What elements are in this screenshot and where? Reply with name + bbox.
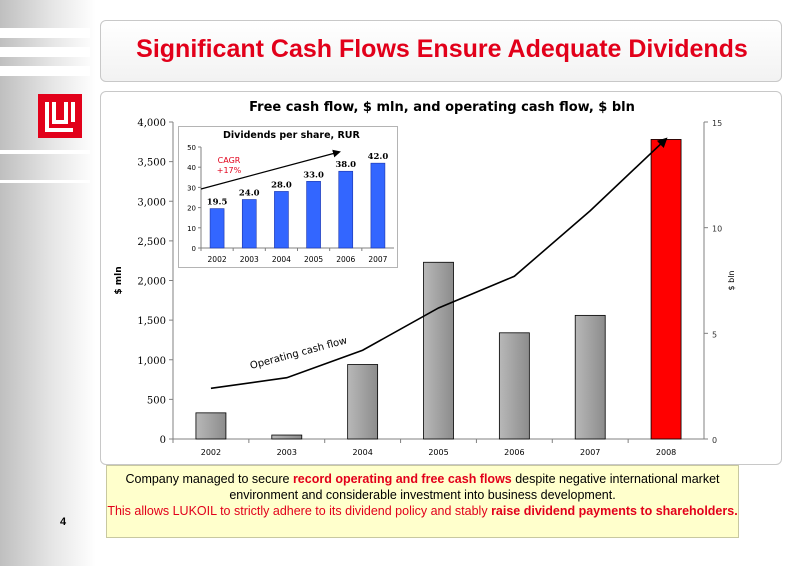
fcf-bar	[347, 364, 379, 440]
operating-cash-flow-line	[210, 137, 668, 390]
fcf-bar	[423, 261, 454, 440]
sidebar-decoration	[0, 0, 96, 566]
inset-y-tick-label: 20	[187, 205, 196, 213]
summary-line-2: This allows LUKOIL to strictly adhere to…	[107, 503, 738, 519]
dividend-bar	[274, 191, 289, 249]
company-logo	[38, 94, 82, 138]
fcf-bar	[271, 434, 303, 440]
dividend-bar	[370, 162, 386, 249]
page-title: Significant Cash Flows Ensure Adequate D…	[136, 35, 748, 63]
inset-y-tick-label: 30	[187, 184, 196, 192]
summary-box: Company managed to secure record operati…	[106, 465, 739, 538]
x-tick-label: 2005	[428, 448, 448, 457]
x-tick-label: 2004	[352, 448, 372, 457]
fcf-bar	[195, 412, 227, 440]
inset-title: Dividends per share, RUR	[223, 130, 360, 141]
summary-text: Company managed to secure	[125, 472, 293, 486]
cagr-value: +17%	[217, 166, 242, 175]
dividend-bar	[209, 208, 225, 249]
y-tick-label: 2,000	[137, 277, 166, 288]
y-tick-label: 4,000	[137, 118, 166, 129]
dividend-bar	[241, 199, 257, 249]
dividends-inset-chart-frame: Dividends per share, RUR 0 10 20 30 40 50 2002 1…	[178, 126, 398, 268]
y-axis-label: $ mln	[114, 266, 124, 294]
dividend-value-label: 38.0	[335, 160, 356, 170]
operating-cash-flow-label: Operating cash flow	[249, 335, 349, 372]
fcf-bar	[574, 314, 606, 440]
cagr-trend-arrow	[200, 149, 341, 190]
summary-line-1: Company managed to secure record operati…	[107, 471, 738, 503]
x-tick-label: 2003	[277, 448, 297, 457]
cagr-label: CAGR	[218, 156, 241, 165]
inset-y-tick-label: 50	[187, 144, 196, 152]
y2-tick-label: 15	[712, 119, 722, 128]
dividend-bar	[306, 181, 321, 249]
y2-axis-label: $ bln	[727, 270, 736, 290]
y2-tick-label: 5	[712, 330, 717, 339]
inset-y-tick-label: 10	[187, 225, 196, 233]
inset-y-tick-label: 40	[187, 164, 196, 172]
sidebar-stripe	[0, 47, 90, 57]
y2-tick-label: 0	[712, 436, 717, 445]
x-tick-label: 2007	[580, 448, 600, 457]
page-number: 4	[60, 516, 67, 528]
fcf-bar	[650, 139, 682, 440]
summary-highlight: raise dividend payments to shareholders.	[491, 504, 738, 518]
title-box: Significant Cash Flows Ensure Adequate D…	[100, 20, 782, 82]
y-tick-label: 1,000	[137, 356, 166, 367]
x-tick-label: 2008	[656, 448, 676, 457]
chart-title: Free cash flow, $ mln, and operating cas…	[249, 100, 635, 115]
y2-tick-label: 10	[712, 225, 722, 234]
inset-x-tick-label: 2006	[336, 255, 355, 264]
x-tick-label: 2002	[201, 448, 221, 457]
inset-x-tick-label: 2007	[368, 255, 387, 264]
inset-y-tick-label: 0	[192, 245, 196, 253]
dividends-inset-chart: Dividends per share, RUR 0 10 20 30 40 50 2002 1…	[187, 130, 394, 264]
dividend-value-label: 19.5	[207, 198, 228, 208]
fcf-bar	[498, 332, 530, 440]
inset-x-tick-label: 2002	[208, 255, 227, 264]
sidebar-stripe	[0, 150, 90, 154]
summary-text: despite negative international market en…	[229, 472, 720, 502]
summary-text: This allows LUKOIL to strictly adhere to…	[107, 504, 492, 518]
sidebar-stripe	[0, 180, 90, 183]
inset-x-tick-label: 2003	[240, 255, 259, 264]
summary-highlight: record operating and free cash flows	[292, 472, 512, 486]
dividend-value-label: 33.0	[303, 170, 324, 180]
sidebar-stripe	[0, 66, 90, 76]
inset-x-tick-label: 2004	[272, 255, 291, 264]
y-tick-label: 2,500	[137, 237, 166, 248]
y-tick-label: 3,500	[137, 158, 166, 169]
x-tick-label: 2006	[504, 448, 524, 457]
y-tick-label: 3,000	[137, 197, 166, 208]
dividend-value-label: 24.0	[239, 189, 260, 199]
y-tick-label: 1,500	[137, 316, 166, 327]
y-tick-label: 500	[147, 395, 166, 406]
dividend-value-label: 28.0	[271, 180, 292, 190]
sidebar-stripe	[0, 28, 90, 38]
logo-mark-icon	[45, 102, 75, 132]
dividend-value-label: 42.0	[368, 152, 389, 162]
dividend-bar	[338, 170, 354, 249]
y-tick-label: 0	[160, 435, 166, 446]
sidebar-gradient	[0, 0, 96, 566]
main-chart: Free cash flow, $ mln, and operating cas…	[114, 100, 736, 457]
inset-x-tick-label: 2005	[304, 255, 323, 264]
